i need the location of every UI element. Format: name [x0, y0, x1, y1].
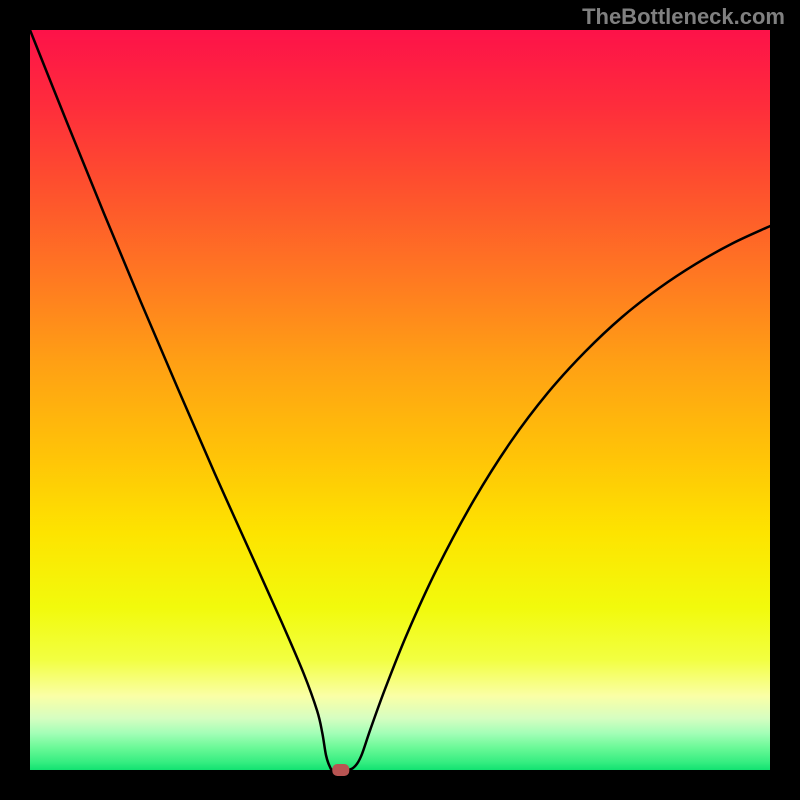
- optimum-marker: [332, 764, 349, 776]
- plot-gradient-background: [30, 30, 770, 770]
- bottleneck-chart: TheBottleneck.com: [0, 0, 800, 800]
- watermark-text: TheBottleneck.com: [582, 4, 785, 29]
